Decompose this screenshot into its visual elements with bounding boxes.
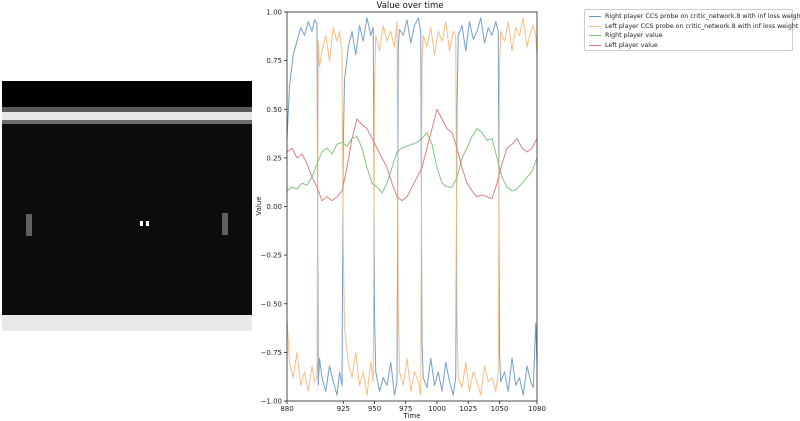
legend-swatch (589, 35, 601, 37)
game-frame (2, 81, 252, 331)
x-tick-label: 925 (337, 405, 350, 413)
y-axis-label: Value (255, 196, 263, 215)
series-line-1 (286, 17, 538, 396)
legend-label: Right player value (605, 32, 663, 40)
legend-label: Left player CCS probe on critic_network.… (605, 22, 800, 30)
legend-label: Left player value (605, 42, 658, 50)
x-tick-label: 950 (368, 405, 381, 413)
x-axis-label: Time (402, 412, 420, 420)
legend-item-0: Right player CCS probe on critic_network… (589, 12, 800, 22)
series-line-3 (286, 108, 538, 202)
x-tick-label: 880 (280, 405, 293, 413)
chart-legend: Right player CCS probe on critic_network… (584, 9, 800, 51)
x-tick-label: 1080 (528, 405, 546, 413)
left-paddle (26, 214, 32, 236)
y-tick-label: 0.25 (266, 154, 282, 162)
game-top-wall (2, 112, 252, 120)
right-paddle (222, 213, 228, 235)
y-tick-label: −0.50 (261, 300, 282, 308)
series-line-2 (286, 128, 538, 194)
game-bottom-wall (2, 315, 252, 331)
legend-label: Right player CCS probe on critic_network… (605, 13, 800, 21)
series-line-0 (286, 17, 538, 396)
ball (140, 221, 143, 226)
plot-lines (286, 17, 538, 396)
legend-swatch (589, 45, 601, 47)
legend-swatch (589, 16, 601, 18)
y-tick-label: −0.75 (261, 349, 282, 357)
x-tick-label: 1050 (491, 405, 509, 413)
game-top-wall-edge (2, 120, 252, 124)
game-top-wall-shadow (2, 107, 252, 112)
legend-item-1: Left player CCS probe on critic_network.… (589, 22, 800, 32)
y-tick-label: 0.50 (266, 106, 282, 114)
x-tick-label: 975 (399, 405, 412, 413)
y-tick-label: 0.00 (266, 203, 282, 211)
legend-swatch (589, 25, 601, 27)
x-tick-label: 1025 (459, 405, 477, 413)
y-tick-label: 0.75 (266, 57, 282, 65)
y-tick-label: −1.00 (261, 398, 282, 406)
x-axis: 880 925 950 975 1000 1025 1050 1080 (280, 401, 546, 413)
chart-title: Value over time (377, 1, 444, 11)
y-tick-label: 1.00 (266, 9, 282, 17)
legend-item-2: Right player value (589, 31, 788, 41)
ball-trail (146, 221, 149, 226)
game-top-bar (2, 81, 252, 107)
y-axis: −1.00 −0.75 −0.50 −0.25 0.00 0.25 0.50 0.75 1.00 (261, 9, 287, 406)
y-tick-label: −0.25 (261, 252, 282, 260)
x-tick-label: 1000 (428, 405, 446, 413)
legend-item-3: Left player value (589, 41, 788, 51)
